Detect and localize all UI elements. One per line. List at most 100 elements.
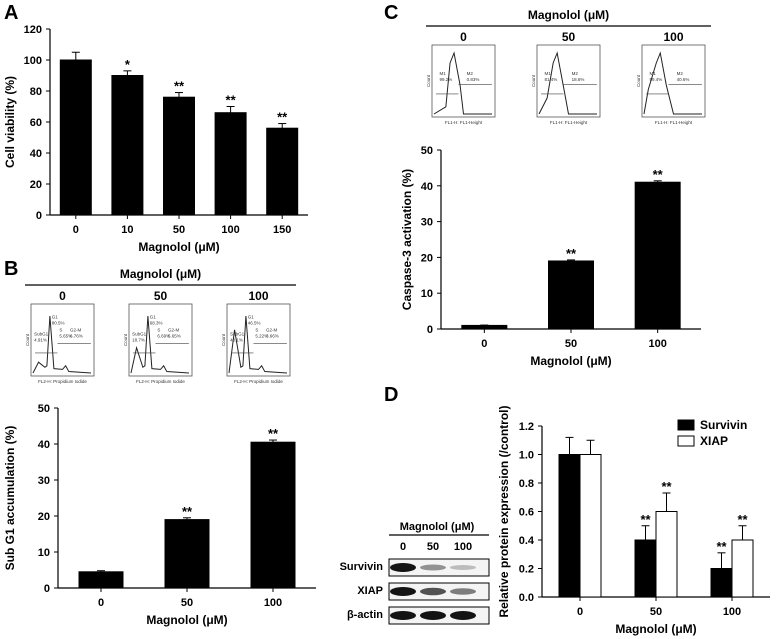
panel-d-blot-band [420,587,446,596]
panel-c-gate-name: M2 [467,71,474,76]
panel-a-chart: 0 20 40 60 80 100 120 0 10 * 50 ** 100 ** 150 ** Magnolo… [3,24,308,254]
panel-c-gate-value: 59.4% [650,77,663,82]
panel-b-x-tick-label: 100 [264,597,282,609]
panel-b-y-tick-label: 0 [44,583,50,595]
panel-c-histogram-frame [431,44,496,118]
panel-d-bar [579,454,602,598]
panel-c-chart: 0 10 20 30 40 50 0 50 ** 100 ** Magnolol (μM) Caspas… [400,145,701,368]
panel-d-x-tick-label: 50 [650,606,662,618]
panel-c-histogram-curve [538,51,597,115]
panel-d-significance: ** [737,512,748,527]
panel-c-y-tick-label: 40 [421,181,433,193]
panel-a-y-axis-label: Cell viability (%) [3,76,17,168]
panel-c-gate-name: M2 [572,71,579,76]
panel-d-y-tick-label: 1.0 [519,450,534,462]
panel-b-gate-value: 6.76% [70,333,83,338]
panel-b-flow-axis-label: FL2-H: Propidium Iodide [136,379,185,384]
panel-d-bar [634,539,657,598]
panel-b-flow-panel: Magnolol (μM)0G180.5%S5.65%G2-M6.76%SubG… [25,267,296,384]
panel-d-y-tick-label: 0.8 [519,478,534,490]
panel-a-y-tick-label: 100 [24,55,42,67]
panel-b-histogram-curve [32,315,92,374]
panel-b-bar [78,571,124,589]
panel-b-histogram-frame [226,303,291,377]
panel-a-significance: ** [226,93,237,108]
panel-b-gate-name: SubG1 [132,332,147,337]
panel-c-letter: C [384,2,399,24]
panel-b-dose-label: 50 [154,289,168,303]
panel-b-gate-name: SubG1 [230,332,245,337]
panel-d-legend-label: Survivin [700,418,747,432]
panel-b-gate-value: 80.5% [52,320,65,325]
panel-b-gate-value: 46.5% [248,320,261,325]
panel-b-gate-name: SubG1 [34,332,49,337]
panel-d-bar [558,454,581,598]
panel-b-gate-value: 3.66% [266,333,279,338]
panel-c-x-tick-label: 100 [648,338,666,350]
panel-b-letter: B [4,258,19,280]
panel-b-flow-count-label: Count [221,333,226,346]
panel-a-x-tick-label: 150 [273,224,291,236]
panel-c-bar [634,181,681,330]
panel-d-blot-dose-label: 100 [454,541,472,553]
panel-b-gate-name: G1 [248,314,255,319]
panel-a-significance: * [125,57,131,72]
panel-c-gate-name: M2 [677,71,684,76]
panel-b-gate-value: 6.69% [157,333,170,338]
panel-d-bar [731,539,754,598]
panel-c-histogram-curve [433,51,492,115]
panel-b-y-tick-label: 20 [38,511,50,523]
panel-a-x-tick-label: 10 [121,224,133,236]
panel-c-gate-name: M1 [650,71,657,76]
panel-c-gate-name: M1 [545,71,552,76]
panel-c-dose-label: 100 [663,30,683,44]
panel-d-bar [710,568,733,598]
panel-b-bar [250,441,296,589]
panel-a-significance: ** [277,110,288,125]
panel-b-gate-value: 4.91% [34,338,47,343]
panel-b-y-tick-label: 30 [38,475,50,487]
panel-d-blot-band [390,563,416,572]
panel-c-significance: ** [566,246,577,261]
panel-b-flow-count-label: Count [123,333,128,346]
panel-d-y-tick-label: 0.2 [519,564,534,576]
panel-b-x-tick-label: 50 [181,597,193,609]
panel-a-letter: A [4,2,19,24]
panel-a-bar [163,96,195,216]
panel-b-flow-count-label: Count [25,333,30,346]
panel-b-significance: ** [268,426,279,441]
panel-b-gate-name: G1 [52,314,59,319]
panel-d-blot-header: Magnolol (μM) [400,521,475,533]
panel-a-y-tick-label: 120 [24,24,42,36]
panel-a-bar [59,59,92,216]
panel-c-dose-label: 0 [460,30,467,44]
panel-c-x-tick-label: 50 [565,338,577,350]
panel-d-letter: D [384,384,399,406]
panel-c-flow-count-label: Count [636,74,641,87]
panel-a-x-tick-label: 100 [221,224,239,236]
panel-b-gate-value: 5.65% [168,333,181,338]
panel-b-gate-name: S [59,327,62,332]
panel-b-gate-value: 18.7% [132,338,145,343]
panel-b-flow-axis-label: FL2-H: Propidium Iodide [38,379,87,384]
panel-b-flow-axis-label: FL2-H: Propidium Iodide [234,379,283,384]
panel-b-y-axis-label: Sub G1 accumulation (%) [3,426,17,571]
panel-d-blot-dose-label: 0 [400,541,406,553]
panel-a-bar [266,127,299,216]
panel-b-y-tick-label: 40 [38,439,50,451]
panel-d-blot-band [390,611,416,620]
panel-c-gate-value: 0.83% [467,77,480,82]
panel-d-blot-dose-label: 50 [427,541,439,553]
panel-d-blot-row-label: XIAP [357,585,383,597]
panel-a-bar [111,75,144,216]
panel-d-x-tick-label: 0 [577,606,583,618]
panel-c-flow-axis-label: FL1-H: FL1-Height [655,120,693,125]
panel-b-dose-label: 0 [59,289,66,303]
panel-d-bar [655,511,678,598]
panel-d-significance: ** [661,479,672,494]
panel-d-legend-swatch [677,419,695,431]
panel-c-gate-value: 18.6% [572,77,585,82]
panel-a-y-tick-label: 80 [30,86,42,98]
panel-b-gate-name: G2-M [266,327,278,332]
